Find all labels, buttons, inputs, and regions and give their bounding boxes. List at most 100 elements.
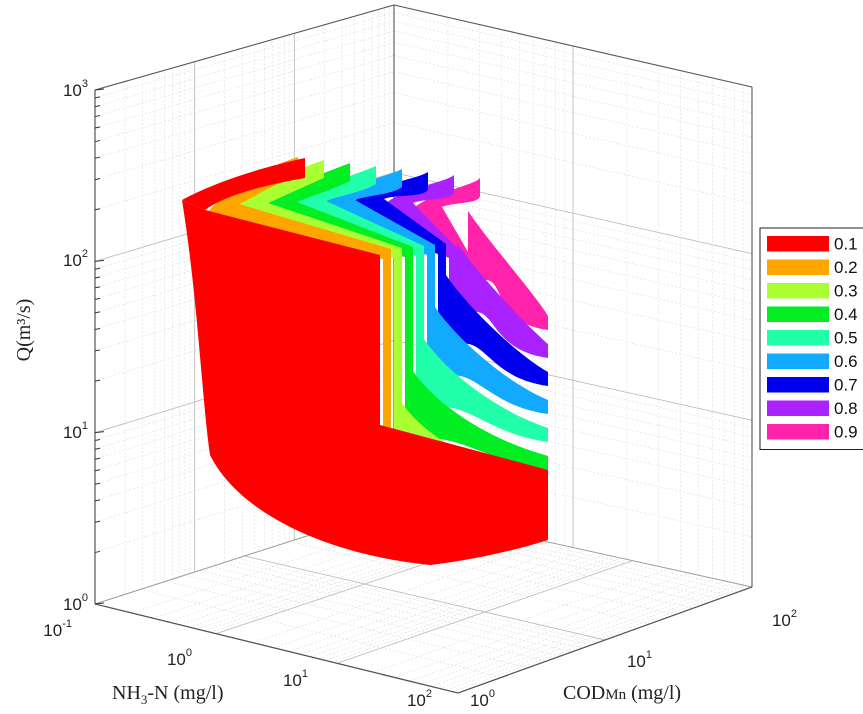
- grid-line: [94, 20, 395, 107]
- grid-line: [393, 121, 753, 204]
- grid-line: [94, 55, 395, 142]
- grid-line: [393, 198, 753, 280]
- legend-label-0.6: 0.6: [834, 352, 858, 371]
- legend-label-0.9: 0.9: [834, 423, 858, 442]
- z-tick-label: 101: [63, 420, 88, 442]
- surfaces-group: [182, 157, 548, 565]
- legend-label-0.5: 0.5: [834, 329, 858, 348]
- grid-line: [393, 20, 753, 104]
- legend-label-0.8: 0.8: [834, 399, 858, 418]
- z-tick-mark: [94, 115, 101, 118]
- z-tick-mark: [94, 126, 101, 129]
- surface-series-0.9: [409, 178, 548, 330]
- grid-line: [393, 55, 753, 138]
- legend-label-0.4: 0.4: [834, 305, 858, 324]
- y-tick-label: 102: [407, 688, 432, 710]
- legend-label-0.2: 0.2: [834, 258, 858, 277]
- grid-line: [393, 209, 753, 291]
- legend: 0.1 0.2 0.3 0.4 0.5 0.6 0.7 0.8 0.9: [759, 227, 863, 450]
- grid-line: [166, 580, 529, 669]
- x-tick-label: 102: [772, 608, 797, 630]
- z-tick-mark: [94, 439, 101, 442]
- axis-edge: [457, 586, 753, 694]
- z-tick-mark: [94, 447, 101, 450]
- x-tick-label: 101: [627, 649, 652, 671]
- axis-edge: [94, 4, 395, 91]
- grid-line: [244, 555, 606, 641]
- grid-line: [94, 71, 395, 159]
- surface-series-0.8: [380, 175, 548, 358]
- grid-line: [289, 541, 650, 625]
- axis-edge: [393, 4, 753, 88]
- y-axis-label: NH3-N (mg/l): [112, 682, 223, 707]
- z-tick-mark: [94, 267, 101, 270]
- z-tick-mark: [94, 550, 101, 553]
- legend-swatch-0.2: [767, 259, 829, 275]
- legend-swatch-0.6: [767, 353, 829, 369]
- grid-line: [229, 560, 591, 646]
- z-tick-mark: [94, 457, 101, 460]
- surface-series-0.1: [182, 200, 548, 565]
- z-tick-mark: [94, 259, 105, 262]
- legend-swatch-0.3: [767, 283, 829, 299]
- x-axis-label: CODMn (mg/l): [563, 682, 681, 704]
- z-tick-mark: [94, 379, 101, 382]
- tick-labels: 100 101 102 103 10-1 100 101 102 100 101 102: [43, 78, 797, 710]
- x-tick-label: 100: [470, 688, 495, 710]
- z-tick-mark: [94, 156, 101, 159]
- grid-line: [237, 557, 599, 643]
- legend-swatch-0.7: [767, 377, 829, 393]
- grid-line: [393, 30, 753, 114]
- grid-line: [139, 589, 503, 678]
- axis-box-front: [94, 90, 753, 694]
- z-tick-mark: [94, 208, 101, 211]
- z-tick-mark: [94, 499, 101, 502]
- legend-label-0.1: 0.1: [834, 235, 858, 254]
- z-tick-mark: [94, 482, 101, 485]
- z-tick-mark: [94, 469, 101, 472]
- grid-line: [199, 570, 561, 657]
- legend-swatch-0.8: [767, 400, 829, 416]
- z-tick-mark: [94, 349, 101, 352]
- grid-line: [94, 41, 395, 129]
- grid-line: [94, 30, 395, 117]
- z-axis-label: Q(m³/s): [13, 299, 35, 362]
- z-tick-label: 103: [63, 78, 88, 100]
- axis-edge: [94, 603, 459, 694]
- z-tick-label: 102: [63, 248, 88, 270]
- z-tick-label: 100: [63, 592, 88, 614]
- z-tick-mark: [94, 96, 101, 99]
- legend-label-0.7: 0.7: [834, 376, 858, 395]
- grid-line: [393, 12, 753, 95]
- y-tick-label: 10-1: [43, 618, 72, 640]
- z-tick-mark: [94, 602, 105, 605]
- z-tick-mark: [94, 297, 101, 300]
- grid-line: [393, 41, 753, 125]
- z-tick-mark: [94, 328, 101, 331]
- z-tick-mark: [94, 286, 101, 289]
- z-tick-mark: [94, 88, 105, 91]
- z-tick-mark: [94, 520, 101, 523]
- surface-series-0.3: [235, 160, 548, 498]
- legend-swatch-0.4: [767, 306, 829, 322]
- legend-swatch-0.1: [767, 236, 829, 252]
- z-tick-mark: [94, 431, 105, 434]
- grid-line: [221, 563, 583, 649]
- legend-swatch-0.9: [767, 424, 829, 440]
- surface-series-0.1: [182, 158, 305, 210]
- z-tick-mark: [94, 105, 101, 108]
- legend-swatch-0.5: [767, 330, 829, 346]
- grid-line: [211, 566, 573, 653]
- z-tick-mark: [94, 140, 101, 143]
- grid-line: [393, 71, 753, 154]
- y-tick-label: 101: [283, 668, 308, 690]
- y-tick-label: 100: [167, 647, 192, 669]
- grid-line: [184, 574, 547, 662]
- grid-line: [393, 92, 753, 175]
- z-tick-mark: [94, 178, 101, 181]
- legend-label-0.3: 0.3: [834, 282, 858, 301]
- surface-series-0.2: [206, 157, 548, 526]
- z-tick-mark: [94, 311, 101, 314]
- z-tick-mark: [94, 276, 101, 279]
